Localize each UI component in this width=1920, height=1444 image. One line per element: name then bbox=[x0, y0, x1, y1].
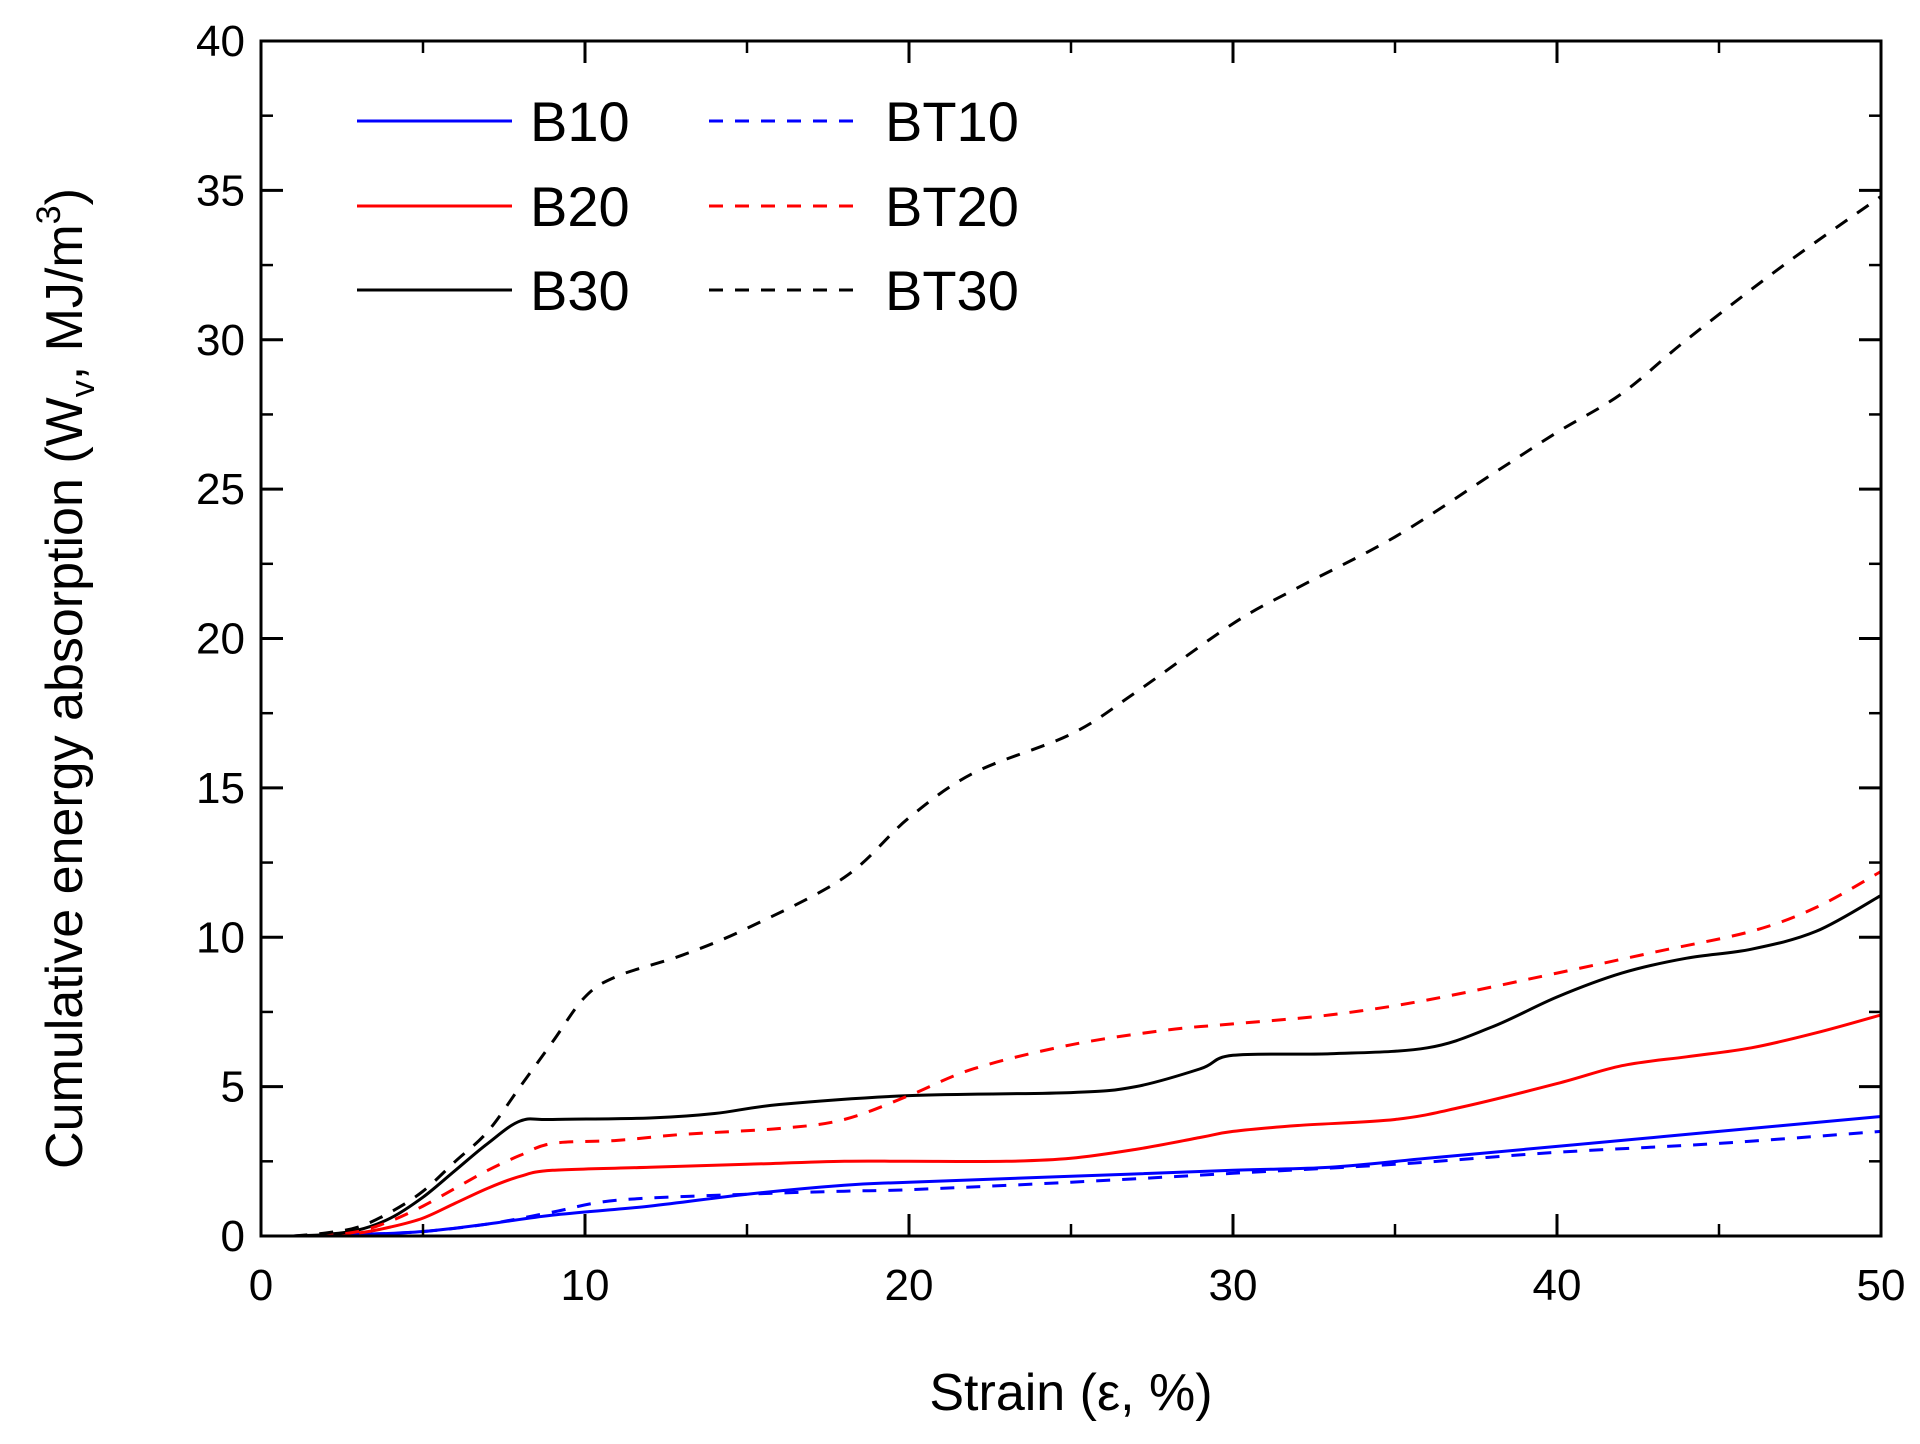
legend-label-b20: B20 bbox=[530, 175, 630, 238]
x-axis-title: Strain (ε, %) bbox=[929, 1364, 1212, 1422]
series-line-bt10 bbox=[293, 1129, 1882, 1238]
y-axis-title-subscript: v bbox=[64, 380, 102, 397]
x-tick-label: 10 bbox=[561, 1261, 610, 1310]
y-tick-label: 35 bbox=[196, 166, 245, 215]
y-tick-label: 5 bbox=[221, 1063, 245, 1112]
y-tick-label: 20 bbox=[196, 615, 245, 664]
y-axis-title: Cumulative energy absorption (Wv, MJ/m3) bbox=[30, 188, 102, 1169]
legend-label-bt30: BT30 bbox=[885, 259, 1019, 322]
axis-ticks: 0 10 20 30 40 50 0 5 10 15 20 25 30 35 40 bbox=[196, 17, 1905, 1310]
y-tick-label: 0 bbox=[221, 1212, 245, 1261]
y-tick-label: 25 bbox=[196, 465, 245, 514]
series-line-b20 bbox=[293, 1013, 1882, 1238]
y-axis-title-part: Cumulative energy absorption (W bbox=[36, 397, 94, 1169]
x-tick-label: 40 bbox=[1533, 1261, 1582, 1310]
plot-frame bbox=[259, 39, 1883, 1238]
legend: B10 B20 B30 BT10 BT20 BT30 bbox=[357, 90, 1019, 322]
legend-label-b30: B30 bbox=[530, 259, 630, 322]
plot-area bbox=[293, 195, 1882, 1238]
series-line-b30 bbox=[293, 894, 1882, 1238]
y-axis-title-superscript: 3 bbox=[30, 205, 68, 224]
series-line-bt20 bbox=[293, 870, 1882, 1238]
legend-label-b10: B10 bbox=[530, 90, 630, 153]
y-tick-label: 30 bbox=[196, 316, 245, 365]
x-tick-label: 20 bbox=[885, 1261, 934, 1310]
x-tick-label: 30 bbox=[1209, 1261, 1258, 1310]
legend-label-bt20: BT20 bbox=[885, 175, 1019, 238]
x-tick-label: 50 bbox=[1857, 1261, 1906, 1310]
series-line-bt30 bbox=[293, 195, 1882, 1238]
y-tick-label: 15 bbox=[196, 764, 245, 813]
y-axis-title-part: ) bbox=[36, 188, 94, 205]
y-tick-label: 10 bbox=[196, 913, 245, 962]
y-axis-title-part: , MJ/m bbox=[36, 224, 94, 380]
y-tick-label: 40 bbox=[196, 17, 245, 66]
legend-label-bt10: BT10 bbox=[885, 90, 1019, 153]
x-tick-label: 0 bbox=[249, 1261, 273, 1310]
